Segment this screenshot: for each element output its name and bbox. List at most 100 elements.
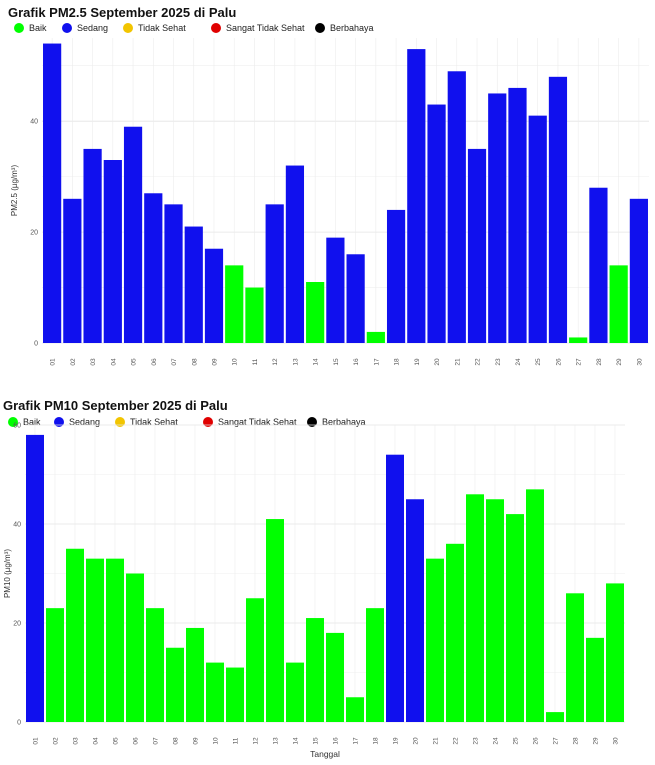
pm10-x-ticks: 01 02 03 04 05 06 07 08 09 10 11 12 13 14 15 16 17 18 19 20…	[33, 737, 620, 745]
pm25-bar-11	[245, 287, 264, 343]
legend-label-tidak-sehat: Tidak Sehat	[130, 417, 178, 427]
pm10-bar-20	[406, 499, 424, 722]
pm25-bar-27	[569, 337, 588, 343]
legend-item-sedang: Sedang	[62, 23, 123, 33]
pm25-bar-08	[184, 226, 203, 343]
pm10-chart-title: Grafik PM10 September 2025 di Palu	[3, 398, 228, 413]
pm25-bar-09	[204, 248, 224, 343]
pm25-bar-19	[407, 49, 426, 343]
x-tick-label: 02	[70, 358, 77, 366]
x-tick-label: 01	[50, 358, 57, 366]
x-tick-label: 06	[151, 358, 158, 366]
pm25-chart-title: Grafik PM2.5 September 2025 di Palu	[8, 5, 237, 20]
pm25-bar-12	[265, 204, 284, 343]
legend-swatch-berbahaya	[307, 417, 317, 427]
x-tick-label: 23	[473, 737, 480, 745]
pm25-bar-07	[164, 204, 183, 343]
legend-swatch-tidak-sehat	[123, 23, 133, 33]
pm25-bar-10	[225, 265, 244, 343]
x-tick-label: 17	[373, 358, 380, 366]
legend-item-tidak-sehat: Tidak Sehat	[123, 23, 211, 33]
x-tick-label: 29	[616, 358, 623, 366]
pm25-bar-28	[589, 187, 608, 343]
pm10-bar-26	[526, 489, 544, 722]
x-tick-label: 11	[252, 358, 259, 365]
x-tick-label: 25	[535, 358, 542, 366]
legend-item-sangat-tidak-sehat: Sangat Tidak Sehat	[203, 417, 307, 427]
x-tick-label: 02	[53, 737, 60, 745]
pm10-bar-14	[286, 662, 304, 722]
pm10-bar-30	[606, 583, 624, 722]
pm10-bar-10	[206, 662, 224, 722]
pm10-y-axis-label: PM10 (µg/m³)	[3, 549, 12, 598]
pm10-bar-21	[426, 558, 444, 722]
pm25-bar-30	[629, 198, 648, 343]
legend-label-sangat-tidak-sehat: Sangat Tidak Sehat	[226, 23, 305, 33]
pm10-bar-13	[266, 519, 284, 722]
x-tick-label: 03	[73, 737, 80, 745]
pm10-bar-06	[126, 573, 144, 722]
y-tick-label: 0	[34, 341, 38, 348]
x-tick-label: 08	[191, 358, 198, 366]
legend-item-sangat-tidak-sehat: Sangat Tidak Sehat	[211, 23, 315, 33]
pm25-bar-18	[386, 209, 406, 343]
x-tick-label: 30	[613, 737, 620, 745]
x-tick-label: 20	[413, 737, 420, 745]
pm10-bar-08	[166, 647, 184, 722]
x-tick-label: 01	[33, 737, 40, 745]
pm10-bar-27	[546, 712, 564, 722]
x-tick-label: 30	[636, 358, 643, 366]
pm10-bar-18	[366, 608, 384, 722]
x-tick-label: 26	[533, 737, 540, 745]
pm10-bar-01	[26, 434, 44, 722]
pm10-bar-28	[566, 593, 584, 722]
pm10-bars	[26, 434, 624, 722]
x-tick-label: 19	[414, 358, 421, 366]
pm10-bar-03	[66, 548, 84, 722]
pm10-bar-16	[326, 632, 344, 722]
x-tick-label: 24	[493, 737, 500, 745]
pm25-bar-15	[326, 237, 345, 343]
x-tick-label: 07	[171, 358, 178, 366]
legend-label-sedang: Sedang	[69, 417, 101, 427]
pm10-bar-24	[486, 499, 504, 722]
y-tick-label: 20	[13, 621, 21, 628]
y-tick-label: 0	[17, 720, 21, 727]
legend-swatch-sedang	[54, 417, 64, 427]
x-tick-label: 04	[93, 737, 100, 745]
y-tick-label: 40	[13, 522, 21, 529]
pm25-bar-16	[346, 254, 365, 343]
x-tick-label: 08	[173, 737, 180, 745]
x-tick-label: 21	[454, 358, 461, 366]
x-tick-label: 04	[110, 358, 117, 366]
x-tick-label: 11	[233, 737, 240, 744]
x-tick-label: 15	[313, 737, 320, 745]
pm25-bar-24	[508, 87, 527, 343]
legend-item-sedang: Sedang	[54, 417, 115, 427]
x-tick-label: 28	[596, 358, 603, 366]
x-tick-label: 16	[353, 358, 360, 366]
pm25-bar-01	[43, 43, 62, 343]
legend-swatch-berbahaya	[315, 23, 325, 33]
legend-label-sangat-tidak-sehat: Sangat Tidak Sehat	[218, 417, 297, 427]
pm25-bar-21	[447, 71, 466, 343]
pm10-bar-11	[226, 667, 244, 722]
pm25-chart-panel: Grafik PM2.5 September 2025 di Palu Baik…	[8, 5, 649, 366]
x-tick-label: 06	[133, 737, 140, 745]
x-tick-label: 25	[513, 737, 520, 745]
pm25-bars	[43, 43, 648, 344]
legend-swatch-baik	[8, 417, 18, 427]
pm25-legend: Baik Sedang Tidak Sehat Sangat Tidak Seh…	[14, 23, 374, 33]
pm10-y-ticks: 0 20 40 60	[13, 423, 21, 727]
pm25-bar-05	[123, 126, 143, 344]
pm25-bar-17	[366, 331, 385, 343]
y-tick-label: 20	[30, 230, 38, 237]
legend-label-tidak-sehat: Tidak Sehat	[138, 23, 186, 33]
pm10-bar-19	[386, 454, 404, 722]
x-tick-label: 21	[433, 737, 440, 745]
x-tick-label: 27	[553, 737, 560, 745]
pm10-legend: Baik Sedang Tidak Sehat Sangat Tidak Seh…	[8, 417, 366, 427]
x-tick-label: 17	[353, 737, 360, 745]
x-tick-label: 09	[193, 737, 200, 745]
x-tick-label: 29	[593, 737, 600, 745]
